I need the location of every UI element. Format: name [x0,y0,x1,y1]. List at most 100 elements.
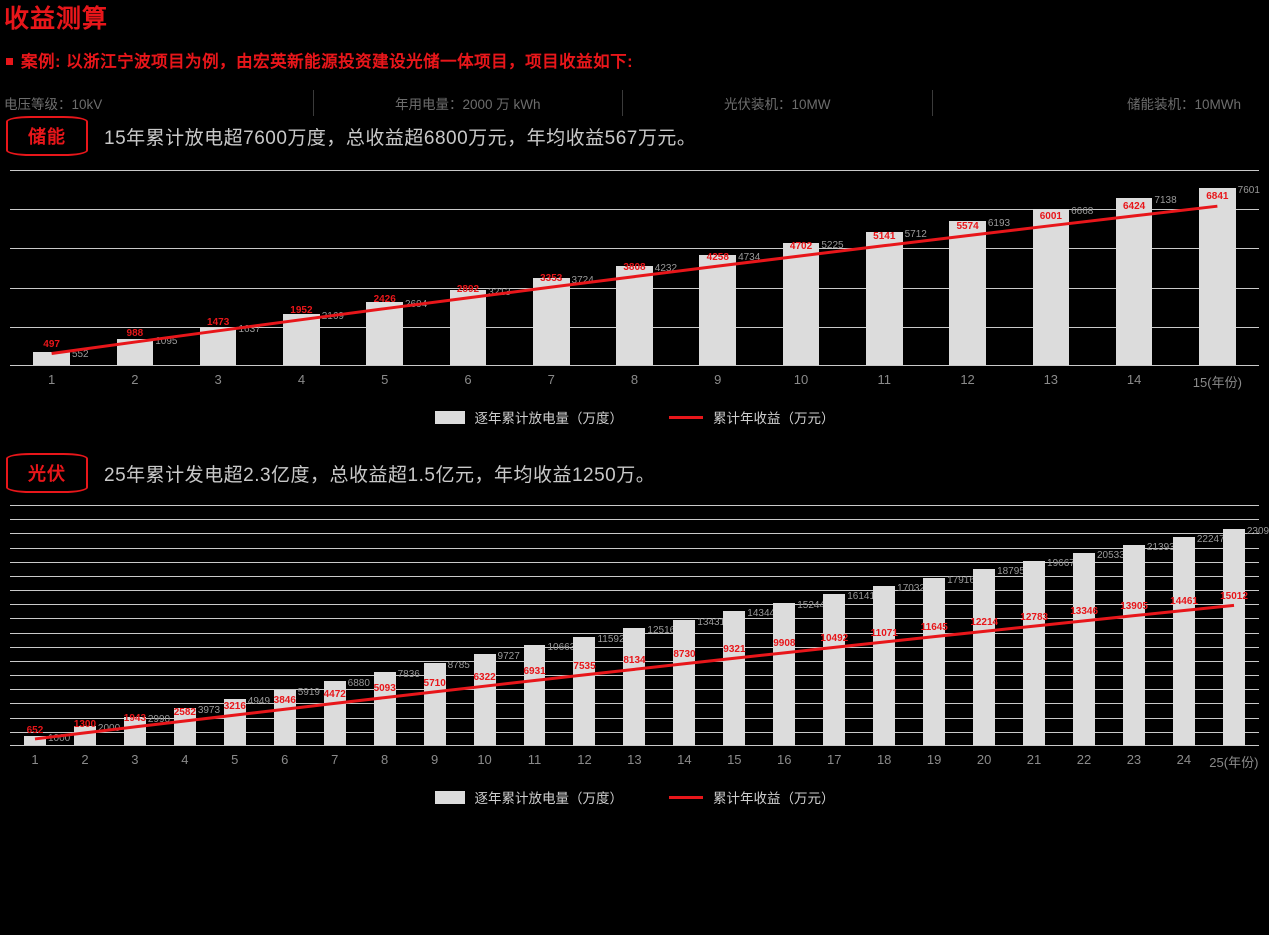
page-title: 收益测算 [4,5,109,33]
bar: 2169 [283,311,344,365]
plot-area-pv: 1000 2000 2990 3973 4949 5919 6880 7836 8785 9727… [10,505,1269,746]
bar: 17032 [873,583,925,745]
bar-cell: 5225 [759,170,844,365]
bar-cell: 19667 [1009,505,1075,745]
line-value-label: 13905 [1120,601,1148,613]
bar-cell: 2169 [260,170,344,365]
x-axis-tick: 6 [464,372,472,387]
badge-pv: 光伏 [6,453,88,493]
bar: 1000 [23,733,70,745]
bar: 1637 [199,324,261,365]
legend-label: 累计年收益（万元） [713,411,835,426]
bar: 6193 [949,218,1010,365]
spec-divider [312,90,314,116]
bar: 11592 [573,634,625,745]
x-axis-tick: 22 [1076,752,1092,767]
spec-item: 储能装机：10MWh [1126,97,1241,112]
summary-pv: 25年累计发电超2.3亿度，总收益超1.5亿元，年均收益1250万。 [104,464,656,486]
x-axis-tick: 23 [1126,752,1142,767]
legend-label: 逐年累计放电量（万度） [474,411,624,426]
bar-cell: 1637 [177,170,261,365]
bar-cell: 2000 [60,505,120,745]
x-axis-tick: 19 [926,752,942,767]
x-axis-tick: 7 [547,372,555,387]
x-axis-tick: 3 [214,372,222,387]
line-value-label: 988 [126,327,144,339]
bar: 9727 [473,651,520,745]
bar-value-label: 2694 [405,299,428,311]
bar-cell: 15244 [759,505,825,745]
bar: 22247 [1172,534,1225,745]
bar-cell: 7836 [360,505,420,745]
x-axis-tick: 5 [381,372,389,387]
bar-value-label: 4232 [654,263,678,275]
x-axis-tick: 1 [31,752,39,767]
bar-cell: 12516 [609,505,675,745]
spec-item: 光伏装机：10MW [723,97,831,112]
bar-value-label: 20533 [1096,550,1125,562]
case-line: 案例: 以浙江宁波项目为例，由宏英新能源投资建设光储一体项目，项目收益如下: [0,34,1269,72]
bar-value-label: 4734 [738,251,761,263]
bar-cell: 3213 [426,170,511,365]
line-value-label: 2582 [173,706,196,718]
x-axis-tick: 1 [48,372,56,387]
x-axis-tick: 17 [826,752,842,767]
bar: 6668 [1032,206,1093,365]
bar: 10663 [523,642,575,745]
bar-cell: 16141 [809,505,875,745]
line-value-label: 11645 [920,622,948,634]
line-value-label: 5574 [956,220,979,232]
bar-cell: 14344 [709,505,775,745]
legend-item-bar[interactable]: 逐年累计放电量（万度） [434,787,623,807]
case-description: 案例: 以浙江宁波项目为例，由宏英新能源投资建设光储一体项目，项目收益如下: [21,53,634,71]
bar-value-label: 7601 [1237,184,1260,196]
bar-cell: 13431 [659,505,725,745]
line-value-label: 3846 [273,695,296,707]
x-axis-tick: 4 [297,372,306,387]
line-value-label: 13346 [1070,606,1099,618]
legend-item-line[interactable]: 累计年收益（万元） [669,787,835,807]
bar: 7601 [1199,185,1260,365]
section-header-pv: 光伏 25年累计发电超2.3亿度，总收益超1.5亿元，年均收益1250万。 [0,453,1269,493]
x-axis-tick: 2 [131,372,139,387]
bar-cell: 2694 [343,170,427,365]
bar-swatch-icon [434,790,465,804]
chart-storage: 552 1095 1637 2169 2694 3213 3724 4232 4734 5225 5… [0,170,1269,427]
bar: 3213 [449,287,511,365]
legend-item-line[interactable]: 累计年收益（万元） [669,407,835,427]
gridline [10,519,1259,520]
line-value-label: 497 [43,339,60,351]
bar-cell: 17032 [859,505,925,745]
bar: 7138 [1115,195,1177,365]
bar: 2694 [366,299,427,365]
bar: 20533 [1073,550,1125,745]
bar-value-label: 5225 [821,240,844,252]
x-axis-tick: 9 [430,752,439,767]
summary-storage: 15年累计放电超7600万度，总收益超6800万元，年均收益567万元。 [104,127,697,149]
chart-pv: 1000 2000 2990 3973 4949 5919 6880 7836 8785 9727… [0,505,1269,807]
gridline [10,562,1259,563]
gridline [10,505,1259,506]
bar-value-label: 1637 [238,323,261,335]
x-axis-tick: 12 [960,372,975,387]
line-value-label: 3808 [623,262,646,274]
line-value-label: 12783 [1020,611,1049,623]
x-axis-tick: 25(年份) [1209,755,1259,770]
square-bullet-icon [6,57,13,65]
bar-cell: 6193 [926,170,1010,365]
spec-item: 年用电量：2000 万 kWh [394,97,541,112]
bar-cell: 5712 [843,170,927,365]
line-value-label: 3353 [540,272,563,284]
bar-swatch-icon [434,410,465,424]
line-value-label: 15012 [1220,590,1248,602]
gridline [10,170,1259,171]
line-value-label: 1952 [290,305,313,317]
bar: 552 [33,349,89,365]
bar-value-label: 3724 [571,275,594,287]
bar-cell: 20533 [1059,505,1125,745]
x-axis-tick: 7 [331,752,339,767]
x-axis-tick: 10 [477,752,492,767]
x-axis-tick: 8 [630,372,639,387]
line-value-label: 9321 [723,643,746,655]
legend-item-bar[interactable]: 逐年累计放电量（万度） [434,407,624,427]
